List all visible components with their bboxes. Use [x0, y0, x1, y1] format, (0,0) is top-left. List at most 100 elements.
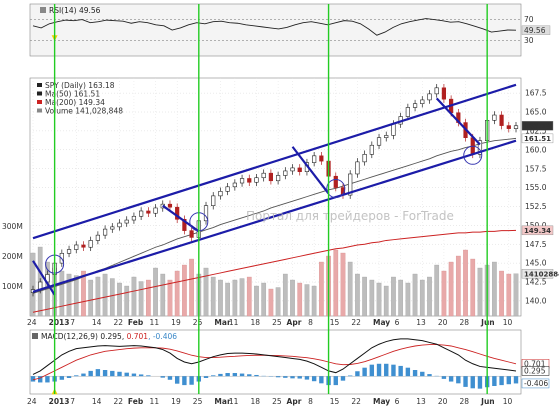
- vertical-markers: [53, 4, 488, 394]
- volume-bar: [319, 261, 324, 317]
- volume-tick-labels: 300M 200M 100M: [2, 222, 23, 291]
- volume-bar: [405, 282, 411, 317]
- volume-bar: [448, 261, 454, 317]
- macd-histogram-bar: [297, 376, 302, 379]
- macd-legend-macd: MACD(12,26,9) 0.295,: [41, 332, 127, 341]
- price-tick-label: 150.0: [525, 221, 547, 230]
- volume-bar: [311, 285, 317, 317]
- candle-body: [95, 234, 100, 241]
- macd-panel: MACD(12,26,9) 0.295, 0.701, -0.406 0.701…: [29, 329, 550, 395]
- candle-body: [283, 170, 288, 176]
- price-x-tick-label: 19: [171, 318, 181, 327]
- macd-histogram-bar: [376, 363, 382, 377]
- macd-histogram-bar: [254, 374, 259, 377]
- macd-legend-hist: , -0.406: [148, 332, 177, 341]
- candle-body: [247, 178, 252, 183]
- macd-histogram-bar: [304, 376, 310, 380]
- macd-histogram-bar: [74, 375, 79, 377]
- volume-tick-label: 100M: [2, 282, 23, 291]
- volume-bar: [340, 252, 346, 317]
- volume-bar: [412, 273, 418, 317]
- macd-histogram-bar: [506, 376, 511, 385]
- volume-bar: [153, 267, 158, 317]
- price-x-tick-label: 2013: [49, 318, 70, 327]
- volume-bar: [297, 282, 303, 317]
- price-x-tick-label: May: [373, 318, 390, 327]
- price-tick-labels: 140.0 142.5 145.0 147.5 150.0 152.5 155.0 157.5…: [525, 89, 547, 306]
- candle-body: [355, 161, 360, 175]
- candle-body: [362, 154, 367, 163]
- macd-x-tick-label: 11: [150, 397, 160, 406]
- macd-x-tick-label: Feb: [128, 397, 144, 406]
- volume-bar: [492, 261, 497, 317]
- channel-line: [162, 204, 200, 233]
- macd-line: [32, 338, 517, 375]
- price-tag-box: [521, 268, 554, 279]
- macd-histogram-bar: [391, 364, 396, 377]
- volume-bar: [59, 270, 65, 317]
- price-tick-label: 147.5: [525, 240, 547, 249]
- candle-body: [81, 244, 86, 248]
- volume-bar: [246, 276, 252, 317]
- volume-bar: [362, 276, 367, 317]
- price-tag-label: 161.51: [524, 135, 551, 143]
- volume-bar: [470, 258, 476, 317]
- macd-x-tick-label: 7: [70, 397, 75, 406]
- volume-bar: [419, 279, 425, 317]
- volume-bar: [268, 288, 274, 317]
- macd-histogram-bar: [124, 372, 129, 377]
- rsi-frame: [29, 3, 522, 57]
- macd-histogram-bar: [441, 376, 447, 379]
- rsi-value-tag: [521, 25, 551, 35]
- price-x-tick-label: 20: [438, 318, 448, 327]
- macd-histogram-bar: [59, 376, 65, 380]
- macd-histogram-bar: [38, 376, 43, 383]
- channel-line: [32, 139, 517, 293]
- price-legend-label: SPY (Daily) 163.18: [45, 81, 115, 90]
- price-tag-label: 141028848: [524, 270, 559, 278]
- macd-frame: [29, 329, 522, 395]
- highlight-circle: [463, 145, 483, 165]
- macd-x-tick-label: 28: [460, 397, 470, 406]
- price-x-tick-label: 10: [503, 318, 513, 327]
- price-tick-label: 145.0: [525, 259, 547, 268]
- macd-x-tick-label: 25: [272, 397, 282, 406]
- volume-bar: [232, 279, 238, 317]
- volume-bar: [391, 276, 396, 317]
- macd-histogram-bar: [95, 369, 101, 377]
- volume-bar: [398, 279, 404, 317]
- macd-histogram-bar: [232, 373, 238, 377]
- volume-bar: [210, 276, 216, 317]
- candle-body: [506, 125, 511, 129]
- macd-histogram-bar: [477, 376, 483, 389]
- candle-body: [146, 210, 151, 214]
- price-x-tick-label: 22: [114, 318, 124, 327]
- volume-bar: [81, 270, 86, 317]
- volume-bar: [513, 273, 519, 317]
- price-tag-box: [521, 121, 554, 131]
- macd-histogram-bar: [513, 376, 519, 384]
- volume-bar: [304, 284, 310, 317]
- volume-bar: [73, 275, 79, 317]
- price-tick-label: 142.5: [525, 278, 547, 287]
- volume-bar: [383, 285, 389, 317]
- candle-body: [405, 107, 410, 117]
- price-x-tick-label: Feb: [128, 318, 144, 327]
- volume-bar: [138, 281, 144, 317]
- macd-histogram-bar: [211, 375, 216, 377]
- volume-bar: [189, 258, 194, 317]
- price-tick-label: 155.0: [525, 183, 547, 192]
- macd-x-tick-label: 14: [92, 397, 102, 406]
- macd-histogram-bar: [427, 374, 432, 377]
- ma50-line: [32, 137, 517, 294]
- macd-histogram-bar: [275, 376, 281, 378]
- volume-bar: [66, 273, 72, 317]
- candle-body: [124, 219, 129, 224]
- volume-bar: [499, 270, 504, 317]
- price-legend-swatch: [37, 100, 42, 104]
- volume-bars: [30, 246, 519, 317]
- price-legend-swatch: [37, 108, 42, 113]
- macd-x-tick-label: 13: [416, 397, 426, 406]
- volume-bar: [355, 273, 360, 317]
